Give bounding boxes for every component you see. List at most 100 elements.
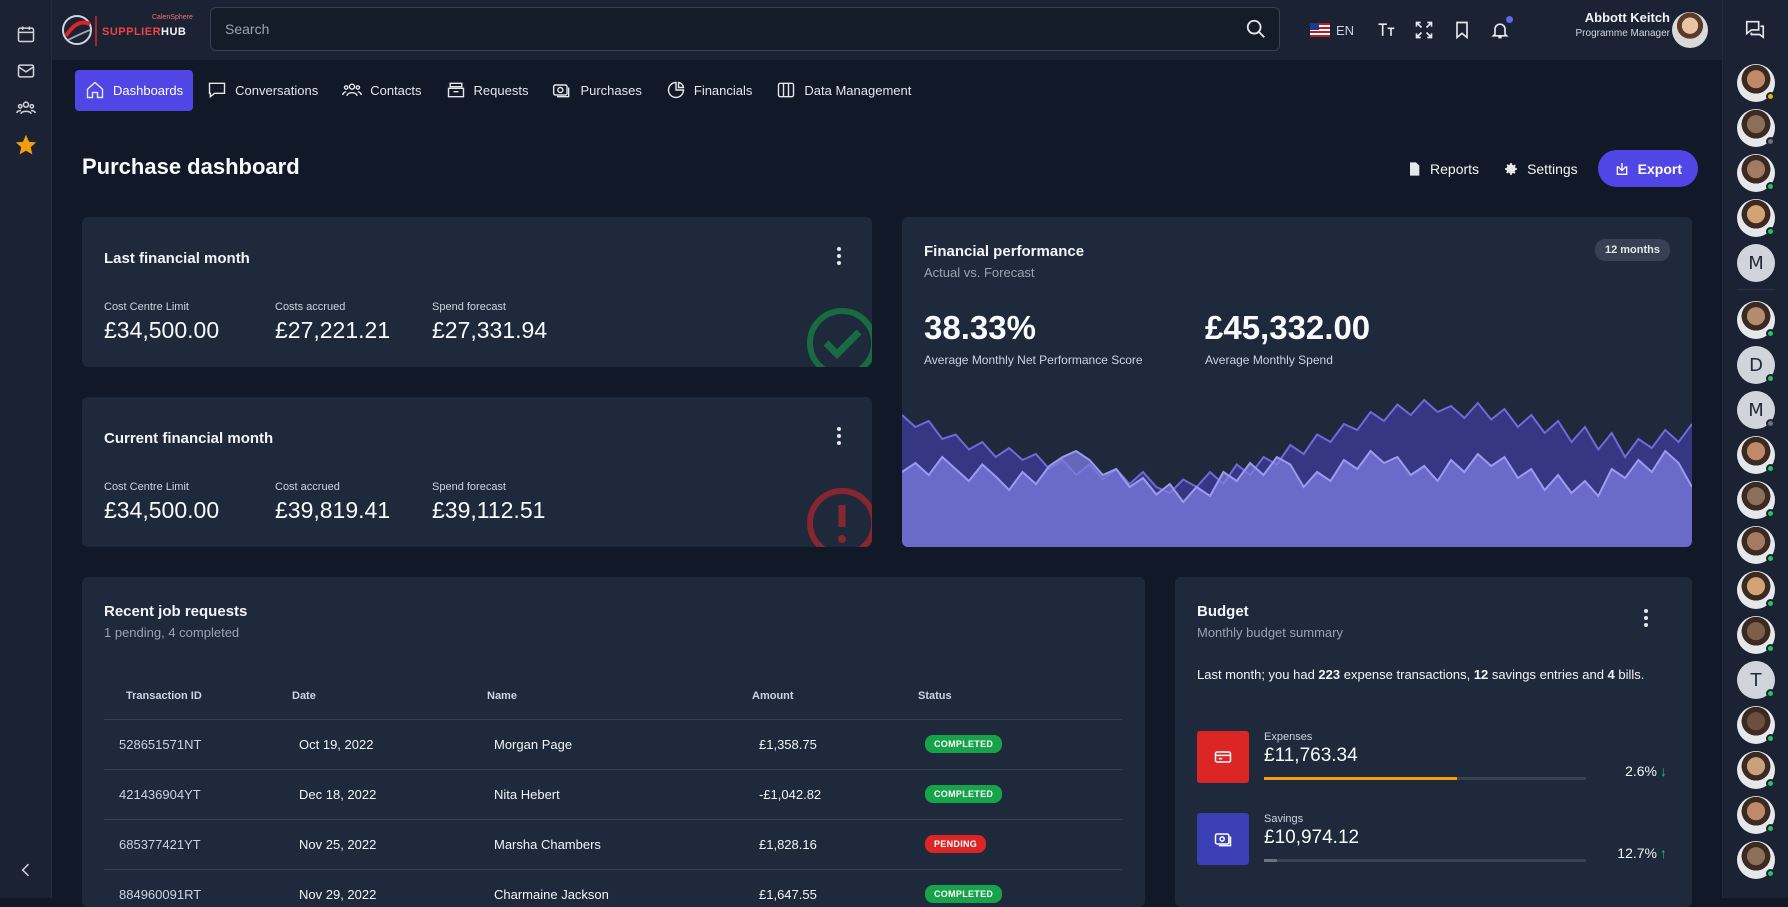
- status-badge: COMPLETED: [925, 735, 1003, 753]
- export-button[interactable]: Export: [1597, 150, 1698, 187]
- table-row[interactable]: 528651571NT Oct 19, 2022 Morgan Page £1,358…: [104, 719, 1122, 770]
- contact-avatar[interactable]: T: [1737, 661, 1775, 699]
- table-row[interactable]: 685377421YT Nov 25, 2022 Marsha Chambers £1…: [104, 819, 1122, 870]
- contact-avatar[interactable]: [1737, 109, 1775, 147]
- contact-avatar[interactable]: D: [1737, 346, 1775, 384]
- contact-avatar[interactable]: [1737, 199, 1775, 237]
- main-nav: Dashboards Conversations Contacts Requests P…: [75, 69, 925, 111]
- last-month-title: Last financial month: [104, 250, 250, 267]
- tab-requests[interactable]: Requests: [436, 70, 539, 111]
- col-status[interactable]: Status: [918, 673, 1122, 720]
- chat-bubbles-icon[interactable]: [1744, 18, 1768, 42]
- users-icon: [342, 83, 363, 97]
- card-icon: [1197, 731, 1249, 783]
- calendar-icon[interactable]: [14, 22, 38, 46]
- contact-avatar[interactable]: [1737, 571, 1775, 609]
- contact-avatar[interactable]: [1737, 154, 1775, 192]
- series-line-1: [902, 449, 1692, 504]
- brand-name-a: SUPPLIER: [102, 26, 162, 38]
- col-amount[interactable]: Amount: [752, 673, 918, 720]
- contact-avatar[interactable]: [1737, 481, 1775, 519]
- us-flag-icon: [1310, 23, 1330, 37]
- collapse-chevron-icon[interactable]: [14, 858, 38, 882]
- page-actions: Reports Settings Export: [1382, 150, 1698, 187]
- columns-icon: [778, 82, 795, 98]
- range-pill[interactable]: 12 months: [1594, 239, 1670, 261]
- gear-icon: [1505, 162, 1518, 175]
- contact-avatar[interactable]: [1737, 301, 1775, 339]
- reports-button[interactable]: Reports: [1406, 161, 1479, 177]
- tab-conversations[interactable]: Conversations: [197, 70, 328, 111]
- fullscreen-icon[interactable]: [1414, 20, 1434, 40]
- spend-metric: £45,332.00 Average Monthly Spend: [1205, 309, 1370, 367]
- col-transaction-id[interactable]: Transaction ID: [104, 673, 292, 720]
- current-month-card: Current financial month Cost Centre Limi…: [82, 397, 872, 547]
- mail-icon[interactable]: [14, 59, 38, 83]
- bookmark-icon[interactable]: [1452, 20, 1472, 40]
- contact-avatar[interactable]: [1737, 796, 1775, 834]
- settings-button[interactable]: Settings: [1503, 161, 1578, 177]
- avatar-initial: D: [1749, 354, 1763, 376]
- last-month-menu-icon[interactable]: [836, 247, 842, 267]
- text-size-icon[interactable]: [1376, 20, 1396, 40]
- tab-financials[interactable]: Financials: [656, 70, 763, 111]
- tab-purchases[interactable]: Purchases: [542, 70, 651, 111]
- series-area-1: [902, 451, 1692, 547]
- search-icon[interactable]: [1245, 18, 1267, 40]
- metric-label: Costs accrued: [275, 301, 346, 313]
- team-icon[interactable]: [14, 96, 38, 120]
- presence-dot: [1766, 689, 1775, 698]
- table-row[interactable]: 884960091RT Nov 29, 2022 Charmaine Jackson…: [104, 869, 1122, 907]
- avatar-separator: [1737, 289, 1775, 290]
- tab-label: Data Management: [804, 82, 912, 98]
- presence-dot: [1766, 137, 1775, 146]
- cell-date: Dec 18, 2022: [292, 769, 487, 820]
- budget-menu-icon[interactable]: [1643, 609, 1649, 629]
- avatar-initial: M: [1748, 252, 1764, 274]
- tab-contacts[interactable]: Contacts: [332, 70, 431, 111]
- brand-logo[interactable]: CalenSphere SUPPLIERHUB: [60, 12, 200, 48]
- logo-mark-icon: [62, 15, 97, 46]
- metric-value: £34,500.00: [104, 497, 220, 523]
- budget-label: Savings: [1264, 813, 1304, 825]
- user-role: Programme Manager: [1575, 28, 1670, 39]
- contact-avatar[interactable]: [1737, 841, 1775, 879]
- tab-data-management[interactable]: Data Management: [766, 70, 921, 111]
- contact-avatar[interactable]: M: [1737, 244, 1775, 282]
- download-icon: [1616, 162, 1627, 175]
- chat-icon: [208, 82, 226, 99]
- cell-amount: £1,647.55: [752, 869, 918, 907]
- search-input[interactable]: [211, 8, 1221, 50]
- cell-amount: £1,828.16: [752, 819, 918, 870]
- budget-row-expenses: Expenses £11,763.34 2.6% ↓: [1197, 731, 1667, 787]
- table-row[interactable]: 421436904YT Dec 18, 2022 Nita Hebert -£1,04…: [104, 769, 1122, 820]
- info-mid1: expense transactions,: [1340, 667, 1474, 682]
- language-selector[interactable]: EN: [1310, 23, 1354, 38]
- financial-performance-card: Financial performance Actual vs. Forecas…: [902, 217, 1692, 547]
- budget-subtitle: Monthly budget summary: [1197, 625, 1343, 640]
- contact-avatar[interactable]: [1737, 436, 1775, 474]
- cash-icon: [553, 84, 570, 98]
- metric-block: Spend forecast £39,112.51: [432, 481, 545, 524]
- contact-avatar[interactable]: M: [1737, 391, 1775, 429]
- cell-date: Nov 25, 2022: [292, 819, 487, 870]
- avatar-initial: M: [1748, 399, 1764, 421]
- tab-dashboards[interactable]: Dashboards: [75, 69, 194, 111]
- col-date[interactable]: Date: [292, 673, 487, 720]
- search-box: [210, 7, 1280, 51]
- contact-avatar-list: M D M T: [1723, 64, 1788, 886]
- contact-avatar[interactable]: [1737, 64, 1775, 102]
- star-icon[interactable]: [14, 133, 38, 157]
- contact-avatar[interactable]: [1737, 616, 1775, 654]
- contact-avatar[interactable]: [1737, 706, 1775, 744]
- presence-dot: [1766, 419, 1775, 428]
- col-name[interactable]: Name: [487, 673, 752, 720]
- notification-bell-icon[interactable]: [1490, 16, 1514, 40]
- current-month-menu-icon[interactable]: [836, 427, 842, 447]
- contact-avatar[interactable]: [1737, 751, 1775, 789]
- info-pre: Last month; you had: [1197, 667, 1319, 682]
- savings-icon: [1197, 813, 1249, 865]
- contact-avatar[interactable]: [1737, 526, 1775, 564]
- user-menu[interactable]: Abbott Keitch Programme Manager: [1576, 10, 1670, 39]
- user-avatar[interactable]: [1672, 12, 1708, 48]
